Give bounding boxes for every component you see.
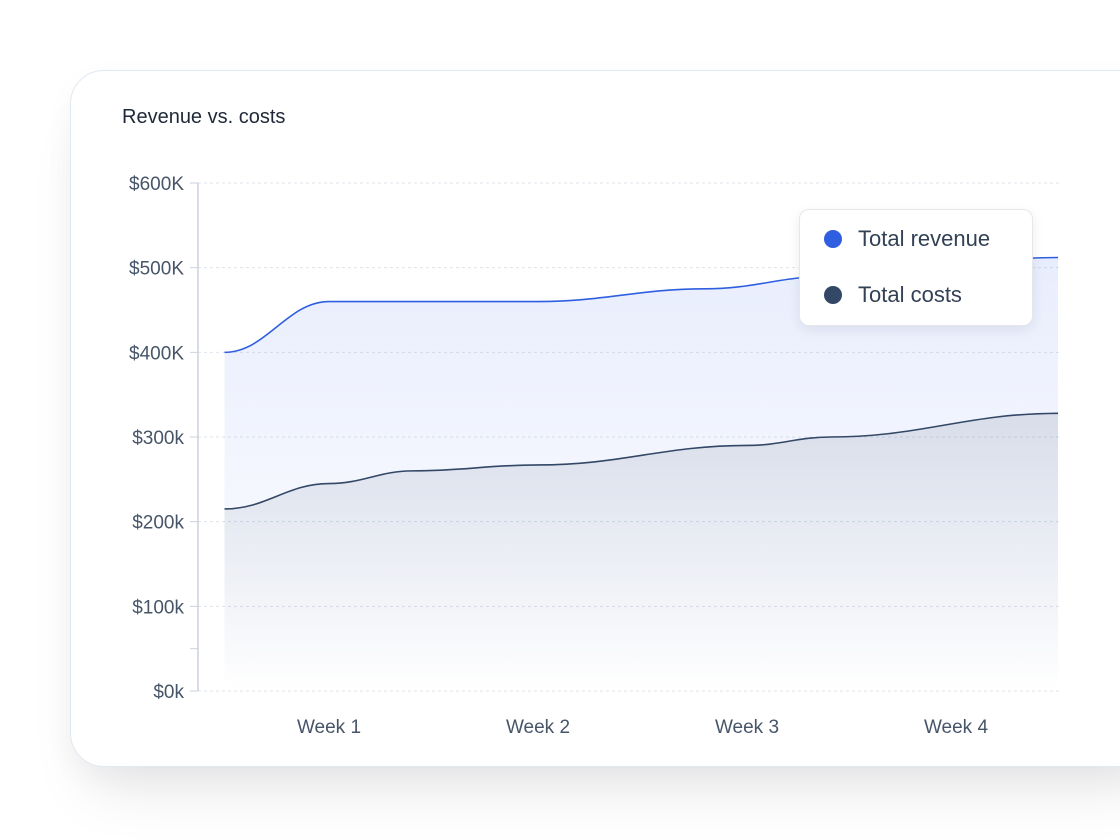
y-tick-label: $300k [132,428,184,449]
y-tick-label: $100k [132,597,184,618]
y-tick-label: $500K [129,259,184,280]
legend-item-revenue: Total revenue [824,226,990,252]
area-layer [224,257,1058,691]
x-tick-label: Week 3 [715,717,779,738]
axis-layer: $0k $100k $200k $300k $400K $500K $600K Week 1 W… [129,174,988,738]
series-line-costs [224,412,1059,510]
revenue-dot-icon [824,230,842,248]
x-tick-label: Week 4 [924,717,989,738]
y-tick-label: $200k [132,513,184,534]
legend-label-revenue: Total revenue [858,226,991,251]
y-tick-label: $600K [129,174,184,195]
x-tick-label: Week 2 [506,717,570,738]
legend-label-costs: Total costs [858,282,962,307]
y-tick-label: $400K [129,343,184,364]
chart-legend: Total revenue Total costs [799,209,1033,326]
x-tick-label: Week 1 [297,717,361,738]
costs-dot-icon [824,286,842,304]
chart-title: Revenue vs. costs [122,106,286,128]
y-tick-label: $0k [153,682,184,703]
series-area-costs [224,413,1058,691]
legend-item-costs: Total costs [824,282,962,308]
